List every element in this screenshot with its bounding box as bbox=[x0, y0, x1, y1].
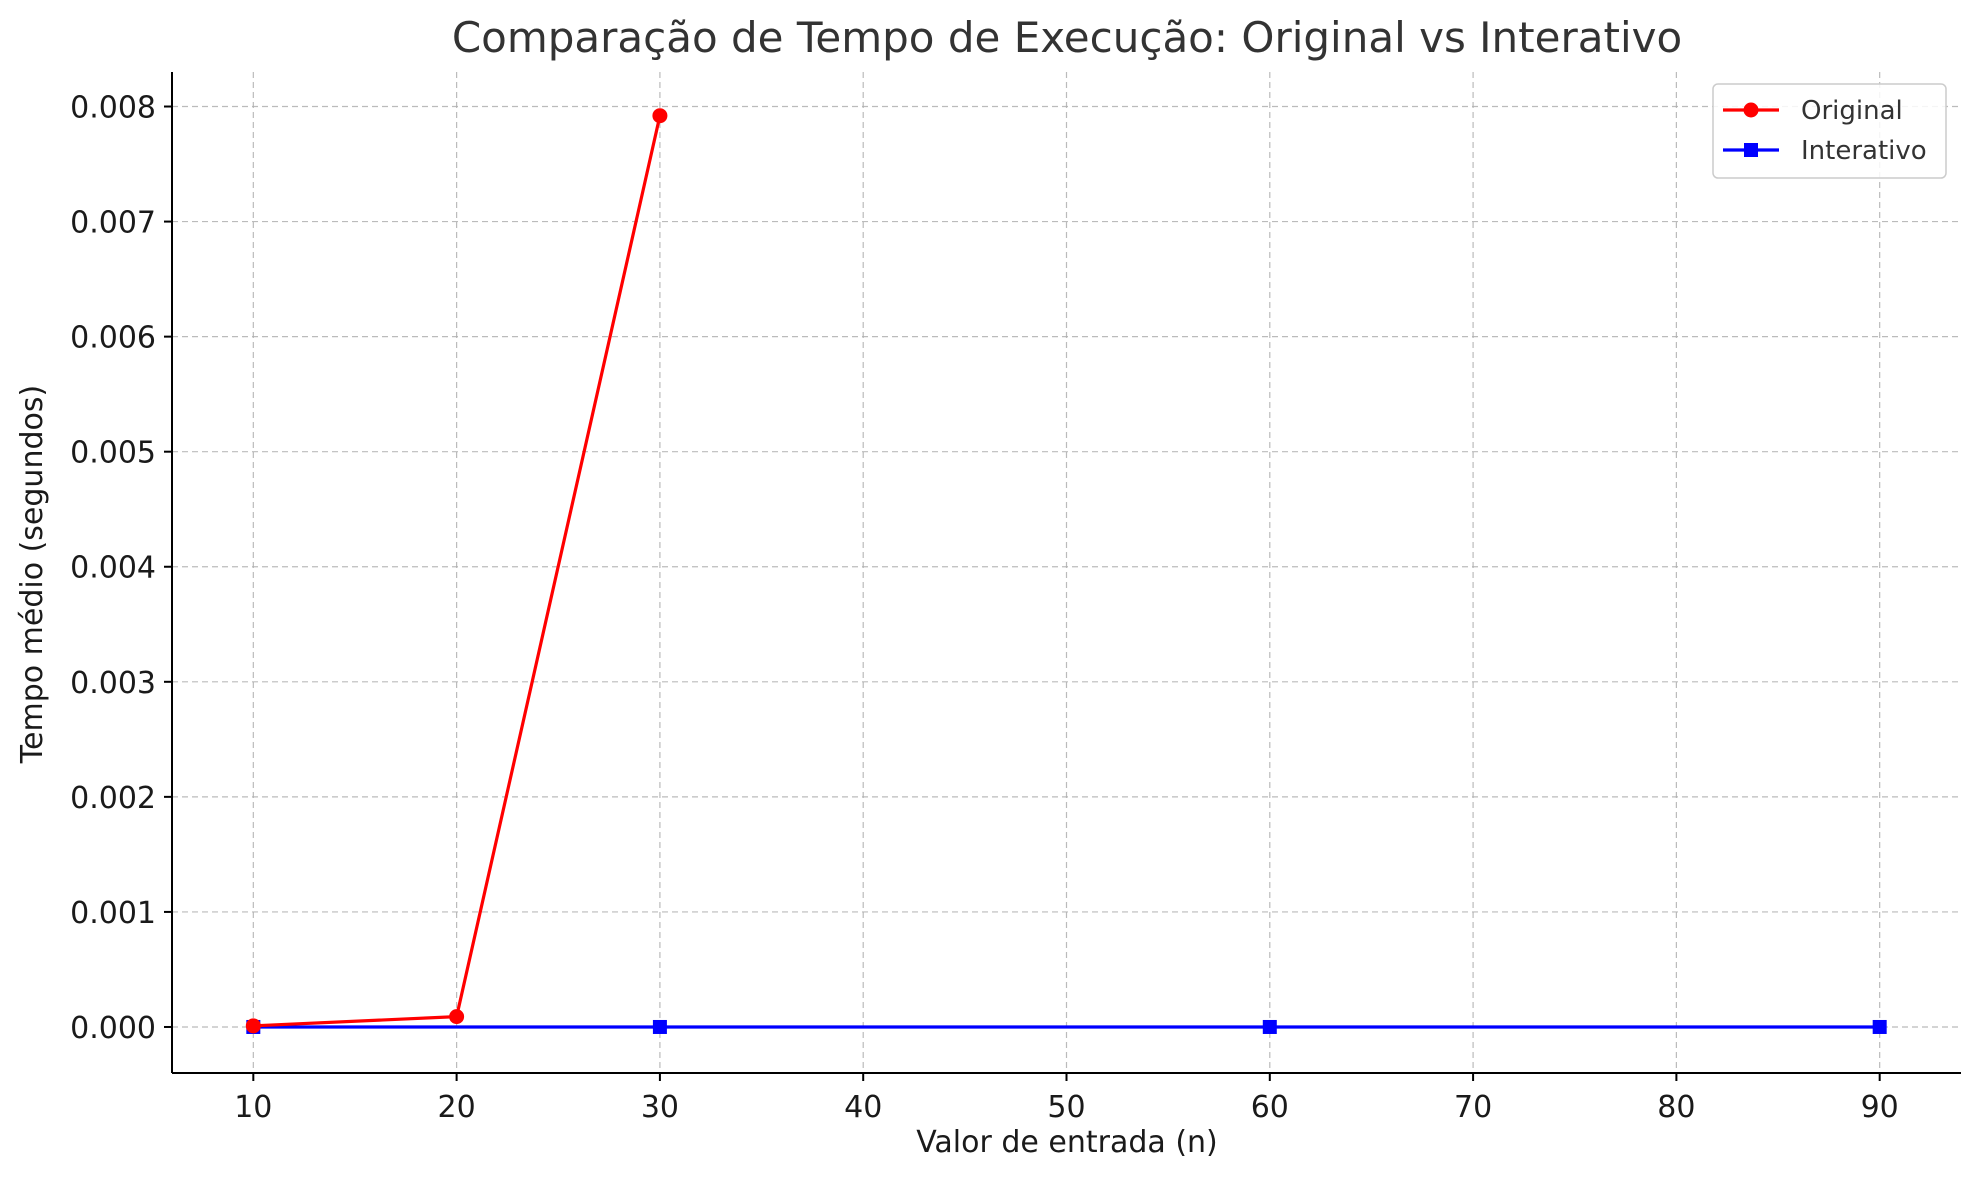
x-tick-label: 60 bbox=[1251, 1090, 1289, 1125]
y-tick-label: 0.007 bbox=[70, 206, 156, 241]
x-tick-label: 30 bbox=[641, 1090, 679, 1125]
y-tick-label: 0.003 bbox=[70, 666, 156, 701]
x-tick-label: 10 bbox=[234, 1090, 272, 1125]
grid-layer bbox=[172, 72, 1961, 1073]
legend-marker-circle bbox=[1743, 102, 1759, 118]
data-point-interativo bbox=[652, 1019, 667, 1034]
y-tick-label: 0.001 bbox=[70, 896, 156, 931]
x-tick-label: 70 bbox=[1454, 1090, 1492, 1125]
series-layer bbox=[245, 108, 1887, 1034]
data-point-original bbox=[245, 1018, 261, 1034]
legend-marker-square bbox=[1744, 143, 1758, 157]
x-tick-label: 20 bbox=[438, 1090, 476, 1125]
y-tick-label: 0.005 bbox=[70, 436, 156, 471]
data-point-original bbox=[652, 108, 668, 124]
y-tick-label: 0.000 bbox=[70, 1011, 156, 1046]
x-tick-label: 90 bbox=[1861, 1090, 1899, 1125]
chart-title: Comparação de Tempo de Execução: Origina… bbox=[452, 13, 1682, 62]
legend-box bbox=[1712, 83, 1947, 179]
legend-label: Original bbox=[1801, 96, 1903, 126]
x-tick-label: 80 bbox=[1657, 1090, 1695, 1125]
x-axis-title: Valor de entrada (n) bbox=[916, 1125, 1218, 1160]
y-tick-label: 0.004 bbox=[70, 551, 156, 586]
data-point-original bbox=[449, 1009, 465, 1025]
y-tick-label: 0.008 bbox=[70, 91, 156, 126]
axes-layer: 10 20 30 40 50 60 70 80 90 0.000 0.001 0.002 0.003 0.… bbox=[70, 72, 1961, 1125]
x-tick-label: 40 bbox=[844, 1090, 882, 1125]
x-tick-label: 50 bbox=[1047, 1090, 1085, 1125]
y-tick-label: 0.002 bbox=[70, 781, 156, 816]
data-point-interativo bbox=[1872, 1019, 1887, 1034]
legend: Original Interativo bbox=[1712, 83, 1947, 179]
legend-label: Interativo bbox=[1801, 136, 1927, 166]
data-point-interativo bbox=[1262, 1019, 1277, 1034]
y-tick-label: 0.006 bbox=[70, 321, 156, 356]
y-axis-title: Tempo médio (segundos) bbox=[15, 385, 50, 764]
